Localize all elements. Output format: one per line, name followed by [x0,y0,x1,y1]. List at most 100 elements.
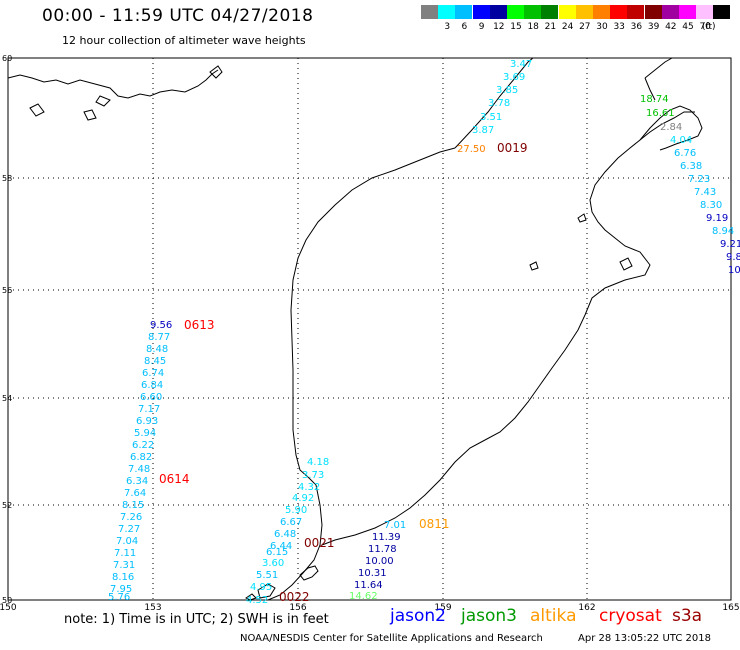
wave-height-value: 18.74 [640,94,669,105]
wave-height-value: 3.51 [480,112,502,123]
wave-height-value: 8.45 [144,356,166,367]
wave-height-value: 14.62 [349,591,378,602]
wave-height-value: 11.39 [372,532,401,543]
wave-height-value: 9.21 [720,239,740,250]
scale-swatch [661,5,679,19]
wave-height-value: 7.23 [688,174,710,185]
legend-jason2: jason2 [390,606,446,626]
wave-height-value: 5.90 [285,505,307,516]
legend-altika: altika [530,606,577,626]
lat-tick-label: 52 [2,501,12,510]
wave-height-value: 6.15 [266,547,288,558]
scale-label: 12 [493,22,505,32]
scale-label: 70 [699,22,711,32]
wave-height-value: 3.60 [262,558,284,569]
lat-tick-label: 56 [2,286,12,295]
scale-swatch [593,5,610,19]
wave-height-value: 4.95 [250,582,272,593]
wave-height-value: 27.50 [457,144,486,155]
wave-height-value: 7.04 [116,536,138,547]
scale-swatch [455,5,473,19]
wave-height-value: 11.78 [368,544,397,555]
scale-swatch [696,5,714,19]
scale-label: 45 [682,22,694,32]
wave-height-value: 4.32 [298,482,320,493]
footnote: note: 1) Time is in UTC; 2) SWH is in fe… [64,612,329,627]
wave-height-value: 7.17 [138,404,160,415]
map-title: 00:00 - 11:59 UTC 04/27/2018 [42,6,314,26]
lat-tick-label: 58 [2,174,12,183]
scale-label: 42 [665,22,677,32]
lat-lon-grid: 150 153 156 159 162 165 50 52 54 56 58 60 [0,54,740,613]
wave-height-value: 3.69 [503,72,525,83]
wave-height-value: 3.85 [496,85,518,96]
wave-height-value: 7.26 [120,512,142,523]
scale-swatch [713,5,731,19]
wave-height-value: 6.82 [130,452,152,463]
wave-height-value: 5.76 [108,592,130,603]
legend-s3a: s3a [672,606,703,626]
lon-tick-label: 162 [578,603,595,613]
scale-label: 3 [444,22,451,32]
coastline [7,57,703,601]
scale-swatch [541,5,559,19]
wave-height-value: 8.16 [112,572,134,583]
wave-height-value: 6.76 [674,148,696,159]
wave-height-value: 8.15 [122,500,144,511]
wave-height-value: 4.18 [307,457,329,468]
lon-tick-label: 156 [289,603,306,613]
scale-swatch [558,5,576,19]
wave-height-value: 8.30 [700,200,722,211]
wave-height-value: 10 [728,265,740,276]
scale-label: 30 [596,22,608,32]
wave-height-value: 7.48 [128,464,150,475]
lon-tick-label: 150 [0,603,17,613]
lon-tick-label: 153 [144,603,161,613]
wave-height-value: 7.27 [118,524,140,535]
scale-label: 24 [561,22,574,32]
scale-swatch [627,5,645,19]
scale-swatch [421,5,438,19]
pass-time-label: 0614 [159,472,190,486]
lat-tick-label: 60 [2,54,12,63]
scale-swatch [489,5,507,19]
legend-jason3: jason3 [461,606,517,626]
wave-height-value: 7.31 [113,560,135,571]
scale-label: 27 [579,22,591,32]
wave-height-value: 7.43 [694,187,716,198]
wave-height-value: 2.84 [660,122,682,133]
scale-swatch [679,5,696,19]
wave-height-value: 7.95 [110,584,132,595]
scale-swatch [472,5,490,19]
wave-height-value: 5.94 [134,428,156,439]
wave-height-value: 5.51 [256,570,278,581]
legend-cryosat: cryosat [599,606,662,626]
scale-swatch [575,5,593,19]
scale-swatch [644,5,662,19]
wave-height-value: 3.73 [302,470,324,481]
pass-time-label: 0811 [419,517,450,531]
wave-height-value: 8.77 [148,332,170,343]
scale-label: 9 [478,22,485,32]
wave-height-value: 3.78 [488,98,510,109]
scale-label: 15 [510,22,522,32]
scale-swatch [524,5,542,19]
wave-height-value: 8.94 [712,226,734,237]
timestamp: Apr 28 13:05:22 UTC 2018 [578,633,711,644]
wave-height-value: 8.48 [146,344,168,355]
lat-tick-label: 54 [2,394,12,403]
wave-height-value: 6.44 [270,541,292,552]
wave-height-value: 3.87 [472,125,494,136]
credit-line: NOAA/NESDIS Center for Satellite Applica… [240,633,543,644]
pass-time-label: 0613 [184,318,215,332]
scale-swatch [438,5,456,19]
wave-height-value: 6.22 [132,440,154,451]
scale-label: 39 [647,22,660,32]
wave-height-value: 10.00 [365,556,394,567]
wave-height-value: 10.31 [358,568,387,579]
lon-tick-label: 159 [434,603,451,613]
wave-height-value: 3.47 [510,59,532,70]
wave-height-value: 4.52 [246,595,268,606]
wave-height-value: 6.34 [126,476,148,487]
